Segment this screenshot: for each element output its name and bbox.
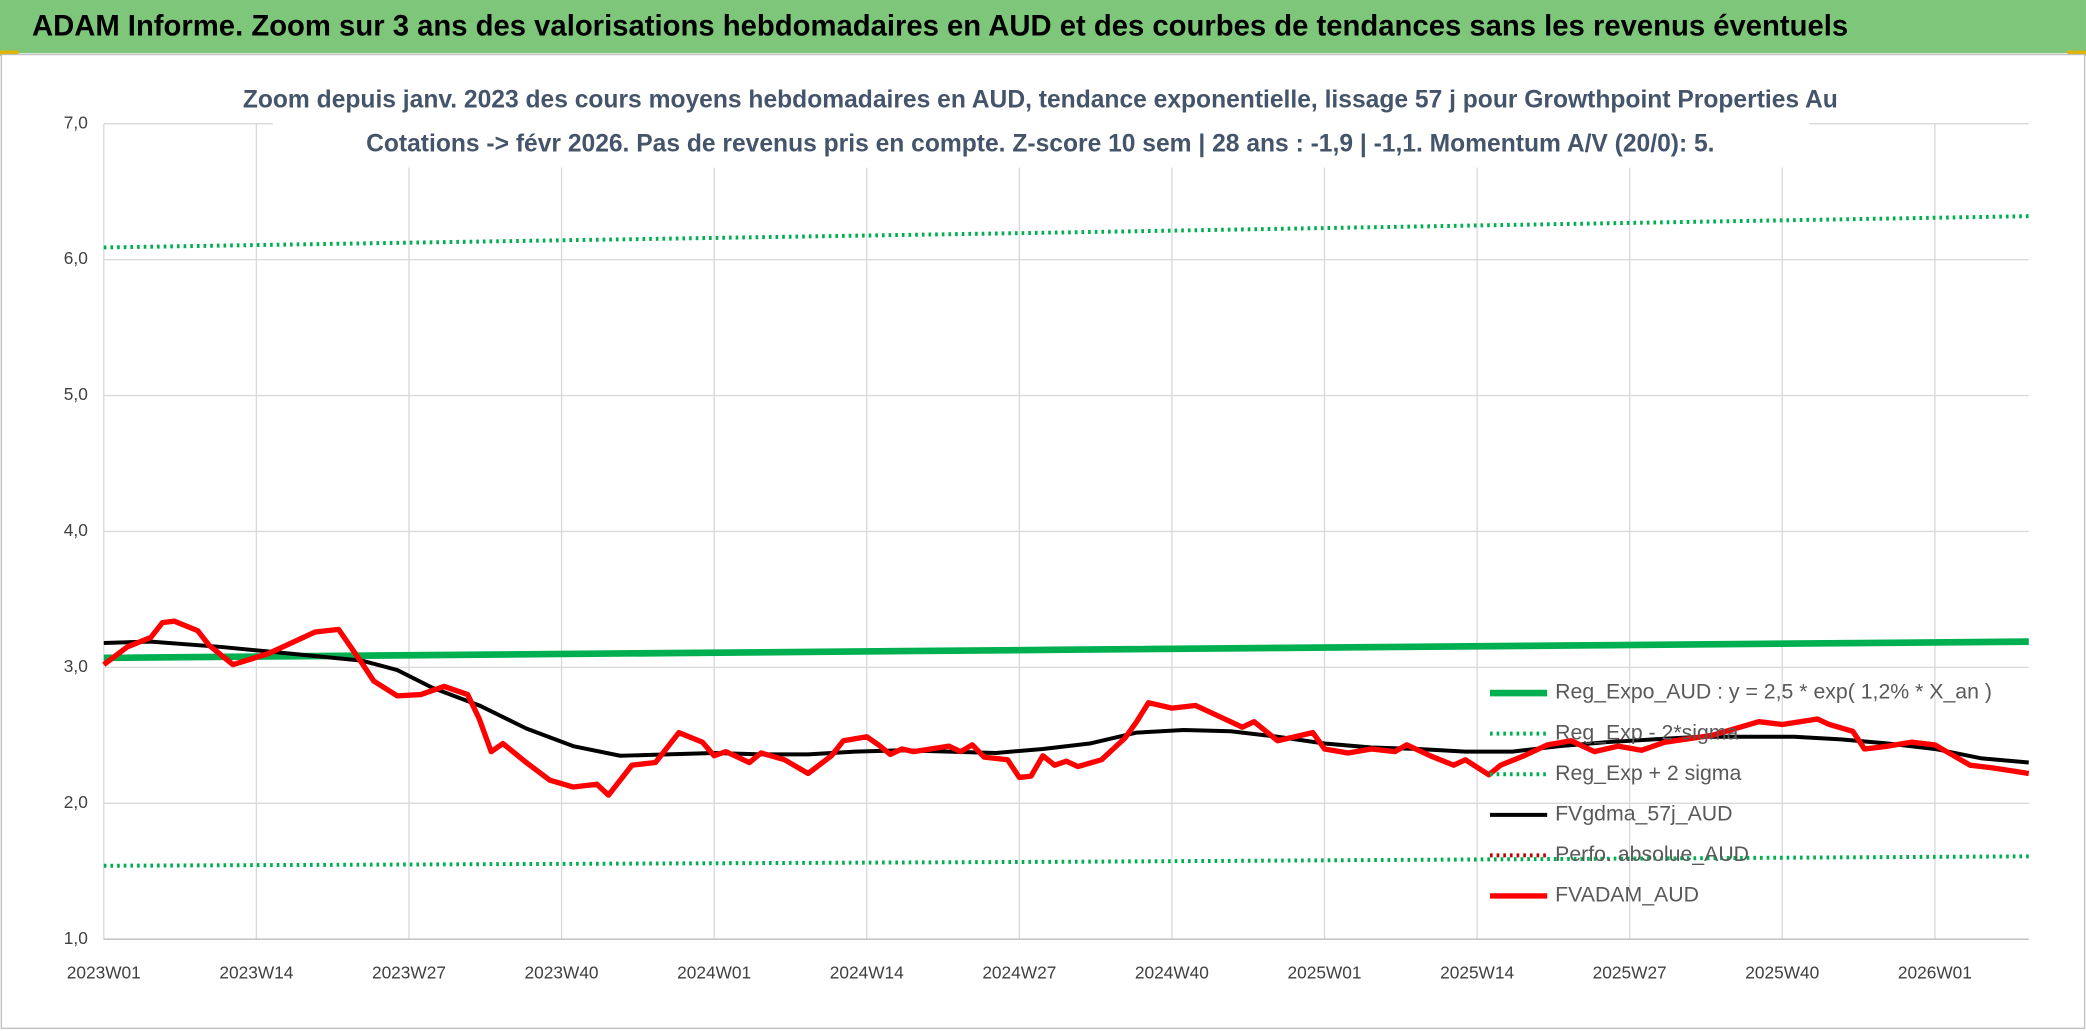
legend-label: Perfo. absolue_AUD [1555,842,1749,866]
x-tick-label: 2025W01 [1288,962,1362,982]
x-tick-label: 2023W40 [525,962,599,982]
x-tick-label: 2023W14 [219,962,293,982]
series-line [103,638,2029,662]
x-tick-label: 2025W40 [1745,962,1819,982]
series-line [103,214,2029,250]
y-tick-label: 3,0 [64,656,88,676]
chart-title: Zoom depuis janv. 2023 des cours moyens … [243,87,1838,114]
legend-label: Reg_Exp - 2*sigma [1555,720,1738,744]
legend: Reg_Expo_AUD : y = 2,5 * exp( 1,2% * X_a… [1489,680,1992,907]
corner [0,50,19,56]
series-line [103,854,2029,868]
plot: 1,0 2,0 3,0 4,0 5,0 6,0 7,0 2023W01 2023W14 2023W… [64,112,2030,982]
y-tick-label: 2,0 [64,792,88,812]
x-tick-label: 2024W01 [677,962,751,982]
corner [2067,50,2086,56]
legend-label: FVgdma_57j_AUD [1555,801,1732,825]
y-tick-label: 5,0 [64,384,88,404]
x-tick-label: 2023W27 [372,962,446,982]
legend-label: Reg_Exp + 2 sigma [1555,761,1741,785]
x-tick-label: 2024W27 [982,962,1056,982]
x-tick-label: 2025W27 [1593,962,1667,982]
chart-subtitle: Cotations -> févr 2026. Pas de revenus p… [366,131,1714,158]
chart-frame [0,53,2086,1030]
y-tick-label: 1,0 [64,928,88,948]
x-tick-label: 2024W14 [830,962,904,982]
x-tick-label: 2024W40 [1135,962,1209,982]
y-tick-label: 7,0 [64,112,88,132]
legend-label: FVADAM_AUD [1555,883,1699,907]
series-line [102,618,2030,798]
y-tick-label: 4,0 [64,520,88,540]
x-tick-label: 2025W14 [1440,962,1514,982]
subtitle-bg [272,79,1810,168]
x-tick-label: 2023W01 [67,962,141,982]
y-tick-label: 6,0 [64,248,88,268]
legend-label: Reg_Expo_AUD : y = 2,5 * exp( 1,2% * X_a… [1555,680,1992,704]
x-tick-label: 2026W01 [1898,962,1972,982]
page-title: ADAM Informe. Zoom sur 3 ans des valoris… [32,11,1848,43]
header-bar [0,0,2086,54]
